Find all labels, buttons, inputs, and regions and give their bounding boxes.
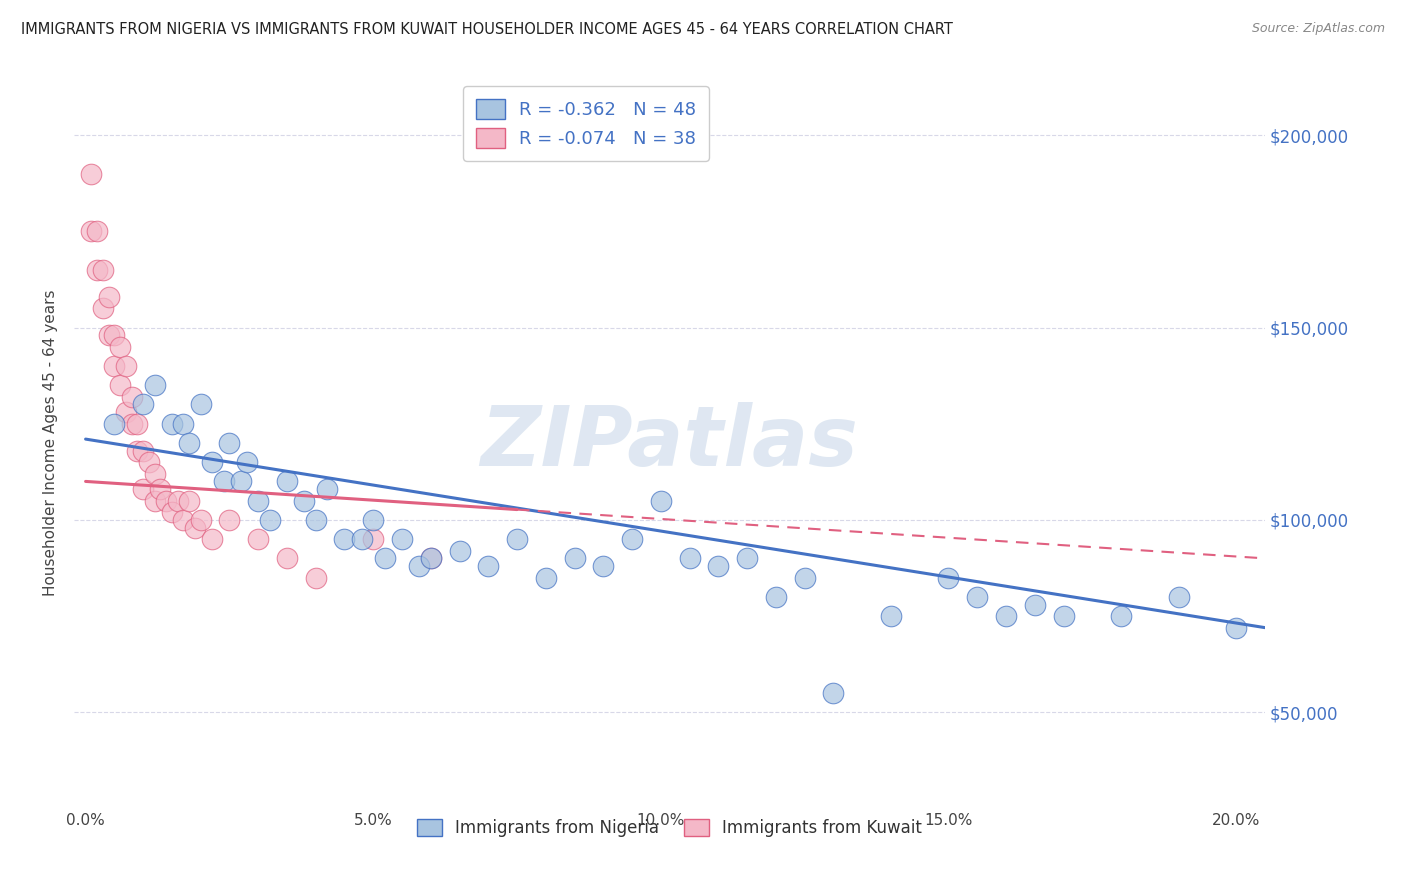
Point <box>172 417 194 431</box>
Legend: Immigrants from Nigeria, Immigrants from Kuwait: Immigrants from Nigeria, Immigrants from… <box>411 813 929 844</box>
Point <box>190 397 212 411</box>
Point <box>103 328 125 343</box>
Point <box>1225 621 1247 635</box>
Text: ZIPatlas: ZIPatlas <box>481 402 859 483</box>
Point <box>793 571 815 585</box>
Point <box>121 390 143 404</box>
Point <box>172 513 194 527</box>
Point <box>391 532 413 546</box>
Point <box>305 571 328 585</box>
Point <box>218 436 240 450</box>
Point <box>103 417 125 431</box>
Point <box>103 359 125 373</box>
Point <box>408 559 430 574</box>
Point <box>80 224 103 238</box>
Point <box>108 340 131 354</box>
Point <box>506 532 529 546</box>
Point <box>115 359 138 373</box>
Point <box>97 290 120 304</box>
Point <box>823 686 845 700</box>
Point <box>1024 598 1046 612</box>
Text: Source: ZipAtlas.com: Source: ZipAtlas.com <box>1251 22 1385 36</box>
Point <box>707 559 730 574</box>
Point <box>91 301 114 316</box>
Point <box>276 551 298 566</box>
Point <box>143 467 166 481</box>
Point <box>190 513 212 527</box>
Point <box>143 378 166 392</box>
Point <box>765 590 787 604</box>
Point <box>86 224 108 238</box>
Point <box>229 475 252 489</box>
Point <box>212 475 235 489</box>
Point <box>179 493 201 508</box>
Point <box>1109 609 1132 624</box>
Point <box>276 475 298 489</box>
Point <box>91 262 114 277</box>
Point <box>149 482 172 496</box>
Point <box>160 417 183 431</box>
Point <box>333 532 356 546</box>
Point <box>374 551 396 566</box>
Point <box>179 436 201 450</box>
Point <box>160 505 183 519</box>
Point <box>132 443 155 458</box>
Point <box>938 571 960 585</box>
Point <box>564 551 586 566</box>
Point <box>121 417 143 431</box>
Point <box>132 397 155 411</box>
Point <box>127 417 149 431</box>
Point <box>97 328 120 343</box>
Point <box>115 405 138 419</box>
Point <box>143 493 166 508</box>
Point <box>361 513 384 527</box>
Point <box>1167 590 1189 604</box>
Point <box>650 493 672 508</box>
Point <box>259 513 281 527</box>
Point <box>305 513 328 527</box>
Point <box>678 551 700 566</box>
Point <box>621 532 644 546</box>
Point <box>966 590 988 604</box>
Point <box>155 493 177 508</box>
Point <box>419 551 441 566</box>
Point <box>994 609 1017 624</box>
Point <box>350 532 373 546</box>
Point <box>201 532 224 546</box>
Point <box>592 559 614 574</box>
Point <box>80 167 103 181</box>
Point <box>292 493 315 508</box>
Point <box>127 443 149 458</box>
Point <box>108 378 131 392</box>
Point <box>419 551 441 566</box>
Y-axis label: Householder Income Ages 45 - 64 years: Householder Income Ages 45 - 64 years <box>44 290 58 596</box>
Point <box>534 571 557 585</box>
Point <box>316 482 339 496</box>
Point <box>247 493 270 508</box>
Point <box>201 455 224 469</box>
Point <box>218 513 240 527</box>
Point <box>1052 609 1074 624</box>
Point <box>735 551 758 566</box>
Point <box>86 262 108 277</box>
Point <box>132 482 155 496</box>
Text: IMMIGRANTS FROM NIGERIA VS IMMIGRANTS FROM KUWAIT HOUSEHOLDER INCOME AGES 45 - 6: IMMIGRANTS FROM NIGERIA VS IMMIGRANTS FR… <box>21 22 953 37</box>
Point <box>235 455 257 469</box>
Point <box>449 543 471 558</box>
Point <box>361 532 384 546</box>
Point <box>138 455 160 469</box>
Point <box>166 493 188 508</box>
Point <box>247 532 270 546</box>
Point <box>184 520 207 534</box>
Point <box>477 559 499 574</box>
Point <box>880 609 903 624</box>
